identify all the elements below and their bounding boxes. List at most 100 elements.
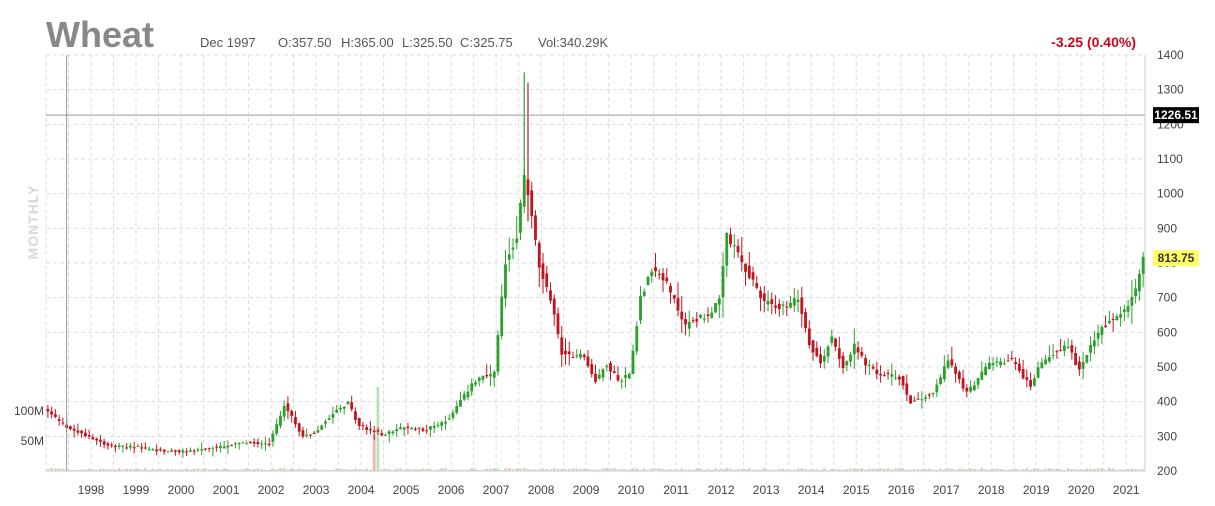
volume-bar <box>987 469 991 471</box>
year-tick-label: 2011 <box>663 483 689 497</box>
volume-bar <box>279 468 282 471</box>
candle-body <box>1047 357 1051 362</box>
candlesticks[interactable] <box>46 72 1145 458</box>
candle-body <box>234 443 237 445</box>
candle-body <box>76 430 80 433</box>
volume-bar <box>260 469 264 471</box>
candle <box>950 346 954 368</box>
candle-body <box>327 418 331 420</box>
volume-bar <box>560 469 564 471</box>
year-tick-label: 2018 <box>978 483 1005 497</box>
candle <box>976 377 980 390</box>
candle-body <box>279 415 282 426</box>
volume-bar <box>867 468 871 471</box>
candle-body <box>564 350 567 355</box>
candle <box>432 421 436 434</box>
candle-body <box>706 314 710 317</box>
crosshair <box>46 55 1145 471</box>
candle <box>331 406 335 424</box>
candle <box>800 286 804 328</box>
candle <box>95 437 99 445</box>
candle-body <box>777 303 781 310</box>
candle <box>804 308 807 333</box>
candle <box>1047 345 1051 364</box>
candle-body <box>897 376 901 380</box>
candle-body <box>590 364 594 375</box>
candle <box>406 422 410 435</box>
volume-bar <box>237 469 241 471</box>
candle <box>661 267 665 293</box>
candle-body <box>102 441 106 445</box>
candle-body <box>642 291 646 296</box>
candle-body <box>676 298 680 311</box>
volume-bar <box>511 469 515 471</box>
candle-body <box>886 372 890 374</box>
candle-body <box>95 438 99 441</box>
volume-bar <box>774 469 777 471</box>
volume-bar <box>999 468 1002 471</box>
candle-body <box>965 387 969 392</box>
candle <box>579 349 582 360</box>
candle-body <box>470 383 474 392</box>
volume-bar <box>1126 469 1130 471</box>
candle-body <box>762 293 766 301</box>
volume-bar <box>339 468 342 471</box>
candle <box>267 437 271 447</box>
candle-body <box>691 320 695 322</box>
candle <box>1010 350 1014 361</box>
candle-body <box>699 314 702 318</box>
candle-body <box>639 295 642 321</box>
candle <box>680 295 684 334</box>
volume-bar <box>819 469 822 471</box>
candle <box>552 294 556 326</box>
candle-body <box>110 444 114 446</box>
candle-body <box>935 384 939 393</box>
volume-bar <box>942 469 946 471</box>
volume-bar <box>245 468 249 471</box>
candle-body <box>654 267 657 272</box>
candle <box>87 429 91 440</box>
candle-body <box>316 430 320 433</box>
candle <box>1137 269 1141 301</box>
candle-body <box>976 378 980 385</box>
volume-bar <box>1107 468 1111 471</box>
candle-body <box>766 301 770 305</box>
candle-body <box>511 247 515 250</box>
candle <box>230 444 234 447</box>
candle-body <box>579 354 582 358</box>
candle <box>931 392 935 398</box>
candle <box>110 442 114 448</box>
candle <box>774 295 777 314</box>
volume-bar <box>894 468 897 471</box>
candle-body <box>72 428 76 431</box>
candle <box>837 336 841 368</box>
bar-date: Dec 1997 <box>200 35 256 50</box>
volume-bar <box>924 468 927 471</box>
volume-bar <box>286 469 290 471</box>
candle <box>1104 315 1108 328</box>
candle-body <box>444 421 447 424</box>
period-label: MONTHLY <box>25 185 41 260</box>
candle-body <box>200 449 204 451</box>
volume-bar <box>777 468 781 471</box>
candle-body <box>1074 353 1078 366</box>
year-tick-label: 2012 <box>708 483 735 497</box>
volume-bar <box>1100 468 1104 471</box>
volume-bar <box>222 468 226 471</box>
candle <box>1021 359 1025 380</box>
candle <box>76 423 80 436</box>
volume-bar <box>1096 468 1100 471</box>
volume-bar <box>995 468 999 471</box>
volume-bar <box>612 468 616 471</box>
price-tick-label: 400 <box>1157 395 1177 409</box>
candle <box>935 379 939 398</box>
candle <box>417 427 421 435</box>
candle-body <box>695 318 699 322</box>
candle-body <box>140 447 144 449</box>
volume-bar <box>579 468 582 471</box>
candle-body <box>260 443 264 445</box>
candle <box>567 341 571 366</box>
candle <box>1096 324 1100 347</box>
